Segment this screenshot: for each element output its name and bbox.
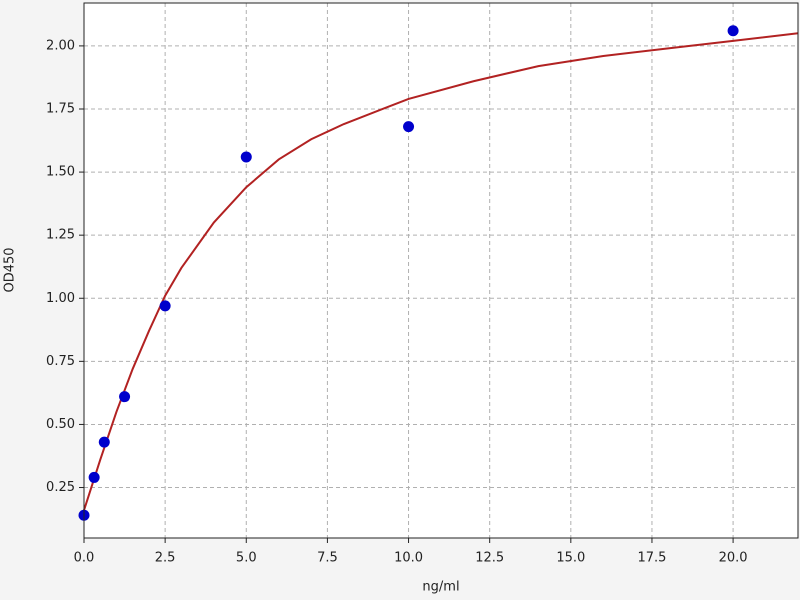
plot-area [84,3,798,538]
x-tick-label: 17.5 [637,551,666,566]
y-tick-label: 1.00 [46,291,75,306]
data-point [98,436,110,448]
data-point [119,391,131,403]
data-point [88,471,100,483]
y-tick-label: 0.25 [46,480,75,495]
grid [83,3,798,538]
y-tick-label: 1.75 [46,101,75,116]
plot-frame [83,2,799,539]
data-point [240,151,252,163]
x-tick-label: 2.5 [155,551,176,566]
x-tick-label: 15.0 [556,551,585,566]
x-tick-label: 20.0 [719,551,748,566]
data [78,25,799,521]
x-tick-label: 10.0 [394,551,423,566]
x-tick-label: 0.0 [74,551,95,566]
x-tick-label: 5.0 [236,551,257,566]
y-tick-label: 1.25 [46,228,75,243]
data-point [403,121,415,133]
data-point [727,25,739,37]
y-axis-label: OD450 [3,247,18,292]
y-tick-label: 1.50 [46,165,75,180]
y-tick-label: 2.00 [46,38,75,53]
data-point [159,300,171,312]
x-tick-label: 12.5 [475,551,504,566]
x-tick-label: 7.5 [317,551,338,566]
x-axis-label: ng/ml [422,580,459,595]
y-tick-label: 0.75 [46,354,75,369]
y-tick-label: 0.50 [46,417,75,432]
fit-curve [83,32,799,511]
